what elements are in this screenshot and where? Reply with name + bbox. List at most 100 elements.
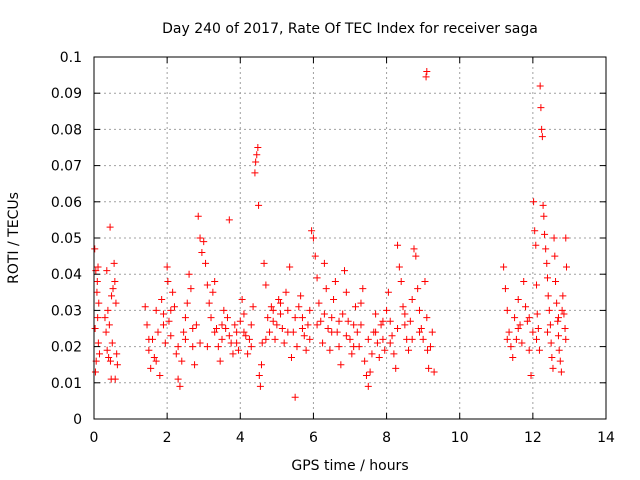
data-point-marker	[178, 357, 186, 365]
data-point-marker	[110, 259, 118, 267]
data-point-marker	[423, 67, 431, 75]
data-point-marker	[145, 335, 153, 343]
data-point-marker	[165, 317, 173, 325]
data-point-marker	[93, 277, 101, 285]
data-point-marker	[320, 259, 328, 267]
data-point-marker	[297, 292, 305, 300]
data-point-marker	[309, 234, 317, 242]
data-point-marker	[419, 335, 427, 343]
x-tick-label: 6	[309, 430, 318, 446]
data-point-marker	[544, 292, 552, 300]
data-point-marker	[530, 198, 538, 206]
data-point-marker	[103, 267, 111, 275]
data-point-marker	[211, 328, 219, 336]
x-tick-labels: 0 2 4 6 8 10 12 14	[90, 430, 615, 446]
data-point-marker	[198, 248, 206, 256]
data-point-marker	[214, 343, 222, 351]
data-point-marker	[156, 372, 164, 380]
data-point-marker	[300, 332, 308, 340]
data-point-marker	[527, 372, 535, 380]
data-point-marker	[523, 317, 531, 325]
data-point-marker	[158, 296, 166, 304]
data-point-marker	[386, 317, 394, 325]
data-point-marker	[362, 372, 370, 380]
data-point-marker	[108, 339, 116, 347]
data-point-marker	[207, 314, 215, 322]
data-point-marker	[366, 368, 374, 376]
data-point-marker	[422, 73, 430, 81]
data-point-marker	[405, 346, 413, 354]
data-point-marker	[313, 321, 321, 329]
data-point-marker	[269, 306, 277, 314]
data-point-marker	[163, 263, 171, 271]
data-point-marker	[379, 335, 387, 343]
data-point-marker	[533, 310, 541, 318]
data-point-marker	[245, 335, 253, 343]
data-point-marker	[167, 332, 175, 340]
data-point-marker	[145, 346, 153, 354]
data-point-marker	[311, 252, 319, 260]
x-axis-title: GPS time / hours	[291, 458, 408, 474]
data-point-marker	[335, 343, 343, 351]
data-point-marker	[143, 321, 151, 329]
data-point-marker	[233, 328, 241, 336]
data-point-marker	[324, 325, 332, 332]
data-point-marker	[359, 285, 367, 293]
data-point-marker	[154, 328, 162, 336]
data-point-marker	[255, 372, 263, 380]
data-point-marker	[509, 353, 517, 361]
data-point-marker	[260, 259, 268, 267]
y-tick-label: 0.08	[51, 122, 82, 138]
x-tick-label: 0	[90, 430, 99, 446]
data-point-marker	[392, 364, 400, 372]
data-point-marker	[275, 296, 283, 304]
y-axis-title: ROTI / TECUs	[6, 192, 22, 284]
data-point-marker	[105, 353, 113, 361]
data-point-marker	[113, 361, 121, 369]
data-point-marker	[328, 314, 336, 322]
data-point-marker	[346, 335, 354, 343]
data-point-marker	[339, 310, 347, 318]
data-point-marker	[202, 259, 210, 267]
data-point-marker	[341, 267, 349, 275]
data-point-marker	[541, 230, 549, 238]
data-point-marker	[251, 169, 259, 177]
data-point-marker	[106, 357, 114, 365]
data-point-marker	[102, 328, 110, 336]
y-tick-label: 0.01	[51, 376, 82, 392]
data-point-marker	[176, 382, 184, 390]
data-point-marker	[225, 216, 233, 224]
data-point-marker	[282, 288, 290, 296]
data-point-marker	[262, 281, 270, 289]
data-point-marker	[546, 321, 554, 329]
y-tick-label: 0.09	[51, 86, 82, 102]
data-point-marker	[500, 263, 508, 271]
y-tick-label: 0.06	[51, 195, 82, 211]
data-point-marker	[417, 325, 425, 332]
data-point-marker	[211, 277, 219, 285]
data-point-marker	[109, 285, 117, 293]
x-tick-label: 12	[524, 430, 542, 446]
data-point-marker	[503, 306, 511, 314]
data-point-marker	[525, 314, 533, 322]
data-point-marker	[108, 292, 116, 300]
data-point-marker	[539, 201, 547, 209]
data-point-marker	[111, 375, 119, 383]
data-point-marker	[426, 343, 434, 351]
data-point-marker	[91, 368, 99, 376]
data-point-marker	[223, 314, 231, 322]
data-point-marker	[298, 325, 306, 332]
data-point-marker	[415, 328, 423, 336]
data-point-marker	[551, 252, 559, 260]
x-tick-label: 14	[597, 430, 615, 446]
data-point-marker	[196, 339, 204, 347]
data-point-marker	[384, 288, 392, 296]
data-point-marker	[408, 335, 416, 343]
data-points	[91, 67, 571, 401]
data-point-marker	[561, 325, 569, 332]
data-point-marker	[514, 325, 522, 332]
data-point-marker	[159, 321, 167, 329]
data-point-marker	[412, 252, 420, 260]
data-point-marker	[141, 303, 149, 311]
data-point-marker	[291, 393, 299, 401]
